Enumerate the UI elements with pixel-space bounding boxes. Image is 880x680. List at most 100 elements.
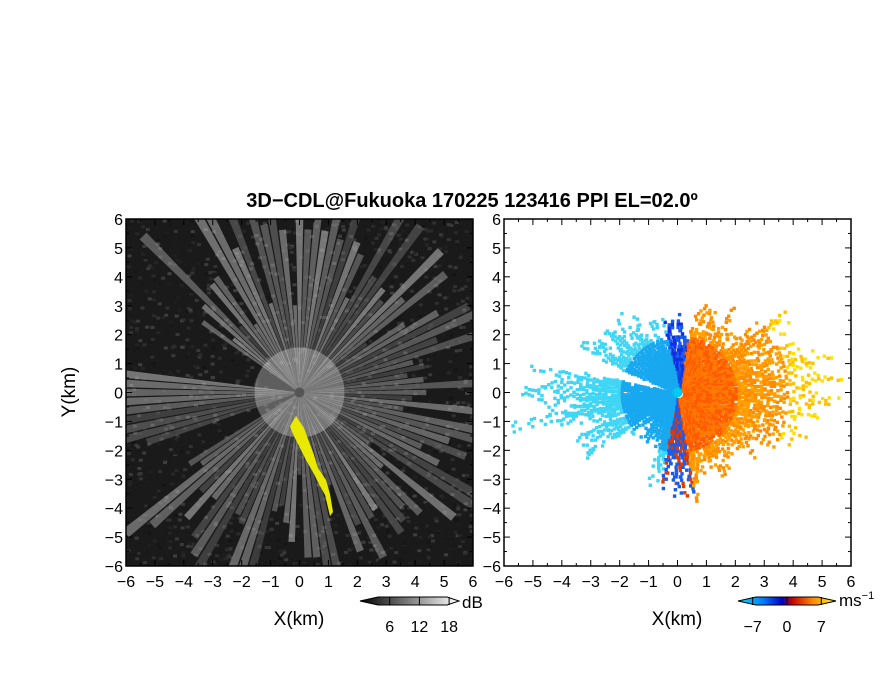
noise-pixel xyxy=(138,339,143,343)
velocity-pixel xyxy=(709,357,714,361)
noise-pixel xyxy=(338,461,343,465)
noise-pixel xyxy=(190,234,195,238)
velocity-pixel xyxy=(697,349,701,353)
noise-pixel xyxy=(401,469,406,473)
noise-pixel xyxy=(298,503,303,507)
velocity-pixel xyxy=(683,449,687,453)
velocity-pixel xyxy=(550,385,554,390)
velocity-pixel xyxy=(731,359,736,363)
velocity-pixel xyxy=(720,345,725,350)
reflectivity-ray xyxy=(299,248,444,393)
velocity-pixel xyxy=(720,380,724,385)
noise-pixel xyxy=(214,312,219,315)
noise-pixel xyxy=(317,462,322,466)
noise-pixel xyxy=(364,406,369,410)
noise-pixel xyxy=(414,355,419,359)
noise-pixel xyxy=(192,547,197,550)
noise-pixel xyxy=(136,319,141,323)
velocity-pixel xyxy=(636,343,641,348)
reflectivity-ray xyxy=(260,223,300,393)
noise-pixel xyxy=(461,540,465,544)
velocity-pixel xyxy=(585,443,589,447)
noise-pixel xyxy=(157,399,162,403)
noise-pixel xyxy=(269,517,274,521)
noise-pixel xyxy=(344,493,349,497)
noise-pixel xyxy=(393,229,397,233)
noise-pixel xyxy=(398,301,403,305)
noise-pixel xyxy=(412,381,417,385)
noise-pixel xyxy=(286,411,291,415)
noise-pixel xyxy=(275,341,280,345)
noise-pixel xyxy=(424,275,429,279)
velocity-pixel xyxy=(704,353,709,357)
noise-pixel xyxy=(334,531,339,534)
velocity-pixel xyxy=(628,351,633,355)
noise-pixel xyxy=(159,557,163,561)
noise-pixel xyxy=(375,338,380,342)
velocity-pixel xyxy=(626,360,630,364)
noise-pixel xyxy=(225,470,230,474)
velocity-pixel xyxy=(836,378,840,382)
velocity-pixel xyxy=(543,401,548,405)
velocity-pixel xyxy=(683,335,687,339)
velocity-pixel xyxy=(601,396,605,400)
velocity-pixel xyxy=(726,377,730,381)
velocity-pixel xyxy=(669,442,673,446)
velocity-pixel xyxy=(799,354,803,359)
velocity-pixel xyxy=(790,357,794,361)
noise-pixel xyxy=(261,308,266,312)
noise-pixel xyxy=(148,340,153,344)
velocity-pixel xyxy=(717,343,721,347)
noise-pixel xyxy=(407,387,412,391)
noise-pixel xyxy=(179,284,184,287)
noise-pixel xyxy=(195,533,200,537)
noise-pixel xyxy=(178,512,183,516)
velocity-pixel xyxy=(740,383,744,388)
noise-pixel xyxy=(161,483,166,487)
velocity-pixel xyxy=(585,435,589,439)
velocity-pixel xyxy=(559,419,563,423)
noise-pixel xyxy=(244,352,249,356)
noise-pixel xyxy=(162,219,167,223)
velocity-pixel xyxy=(791,360,795,364)
noise-pixel xyxy=(398,342,403,346)
velocity-pixel xyxy=(615,424,619,428)
noise-pixel xyxy=(320,248,325,252)
velocity-pixel xyxy=(670,322,675,327)
velocity-pixel xyxy=(744,392,748,396)
noise-pixel xyxy=(400,555,405,559)
noise-pixel xyxy=(206,283,211,287)
noise-pixel xyxy=(176,369,181,373)
velocity-pixel xyxy=(569,404,574,408)
velocity-pixel xyxy=(757,392,761,396)
velocity-pixel xyxy=(738,346,742,350)
velocity-pixel xyxy=(666,432,671,436)
velocity-pixel xyxy=(808,390,812,394)
velocity-pixel xyxy=(729,376,733,380)
noise-pixel xyxy=(333,223,338,227)
velocity-pixel xyxy=(750,382,754,386)
noise-pixel xyxy=(351,542,355,546)
noise-pixel xyxy=(428,373,433,377)
velocity-pixel xyxy=(701,367,705,371)
noise-pixel xyxy=(369,468,374,471)
velocity-pixel xyxy=(756,339,761,343)
noise-pixel xyxy=(371,224,375,228)
noise-pixel xyxy=(457,288,462,292)
velocity-pixel xyxy=(713,343,717,348)
velocity-pixel xyxy=(585,391,589,395)
noise-pixel xyxy=(399,455,404,459)
noise-pixel xyxy=(127,299,132,303)
noise-pixel xyxy=(180,345,185,349)
velocity-pixel xyxy=(634,333,638,337)
velocity-pixel xyxy=(627,387,631,391)
velocity-pixel xyxy=(562,390,567,394)
noise-pixel xyxy=(318,254,323,258)
velocity-pixel xyxy=(585,341,590,345)
noise-pixel xyxy=(249,560,254,564)
velocity-pixel xyxy=(646,388,650,393)
velocity-pixel xyxy=(661,450,666,455)
velocity-pixel xyxy=(653,458,657,462)
velocity-pixel xyxy=(627,353,631,358)
velocity-pixel xyxy=(791,351,796,356)
